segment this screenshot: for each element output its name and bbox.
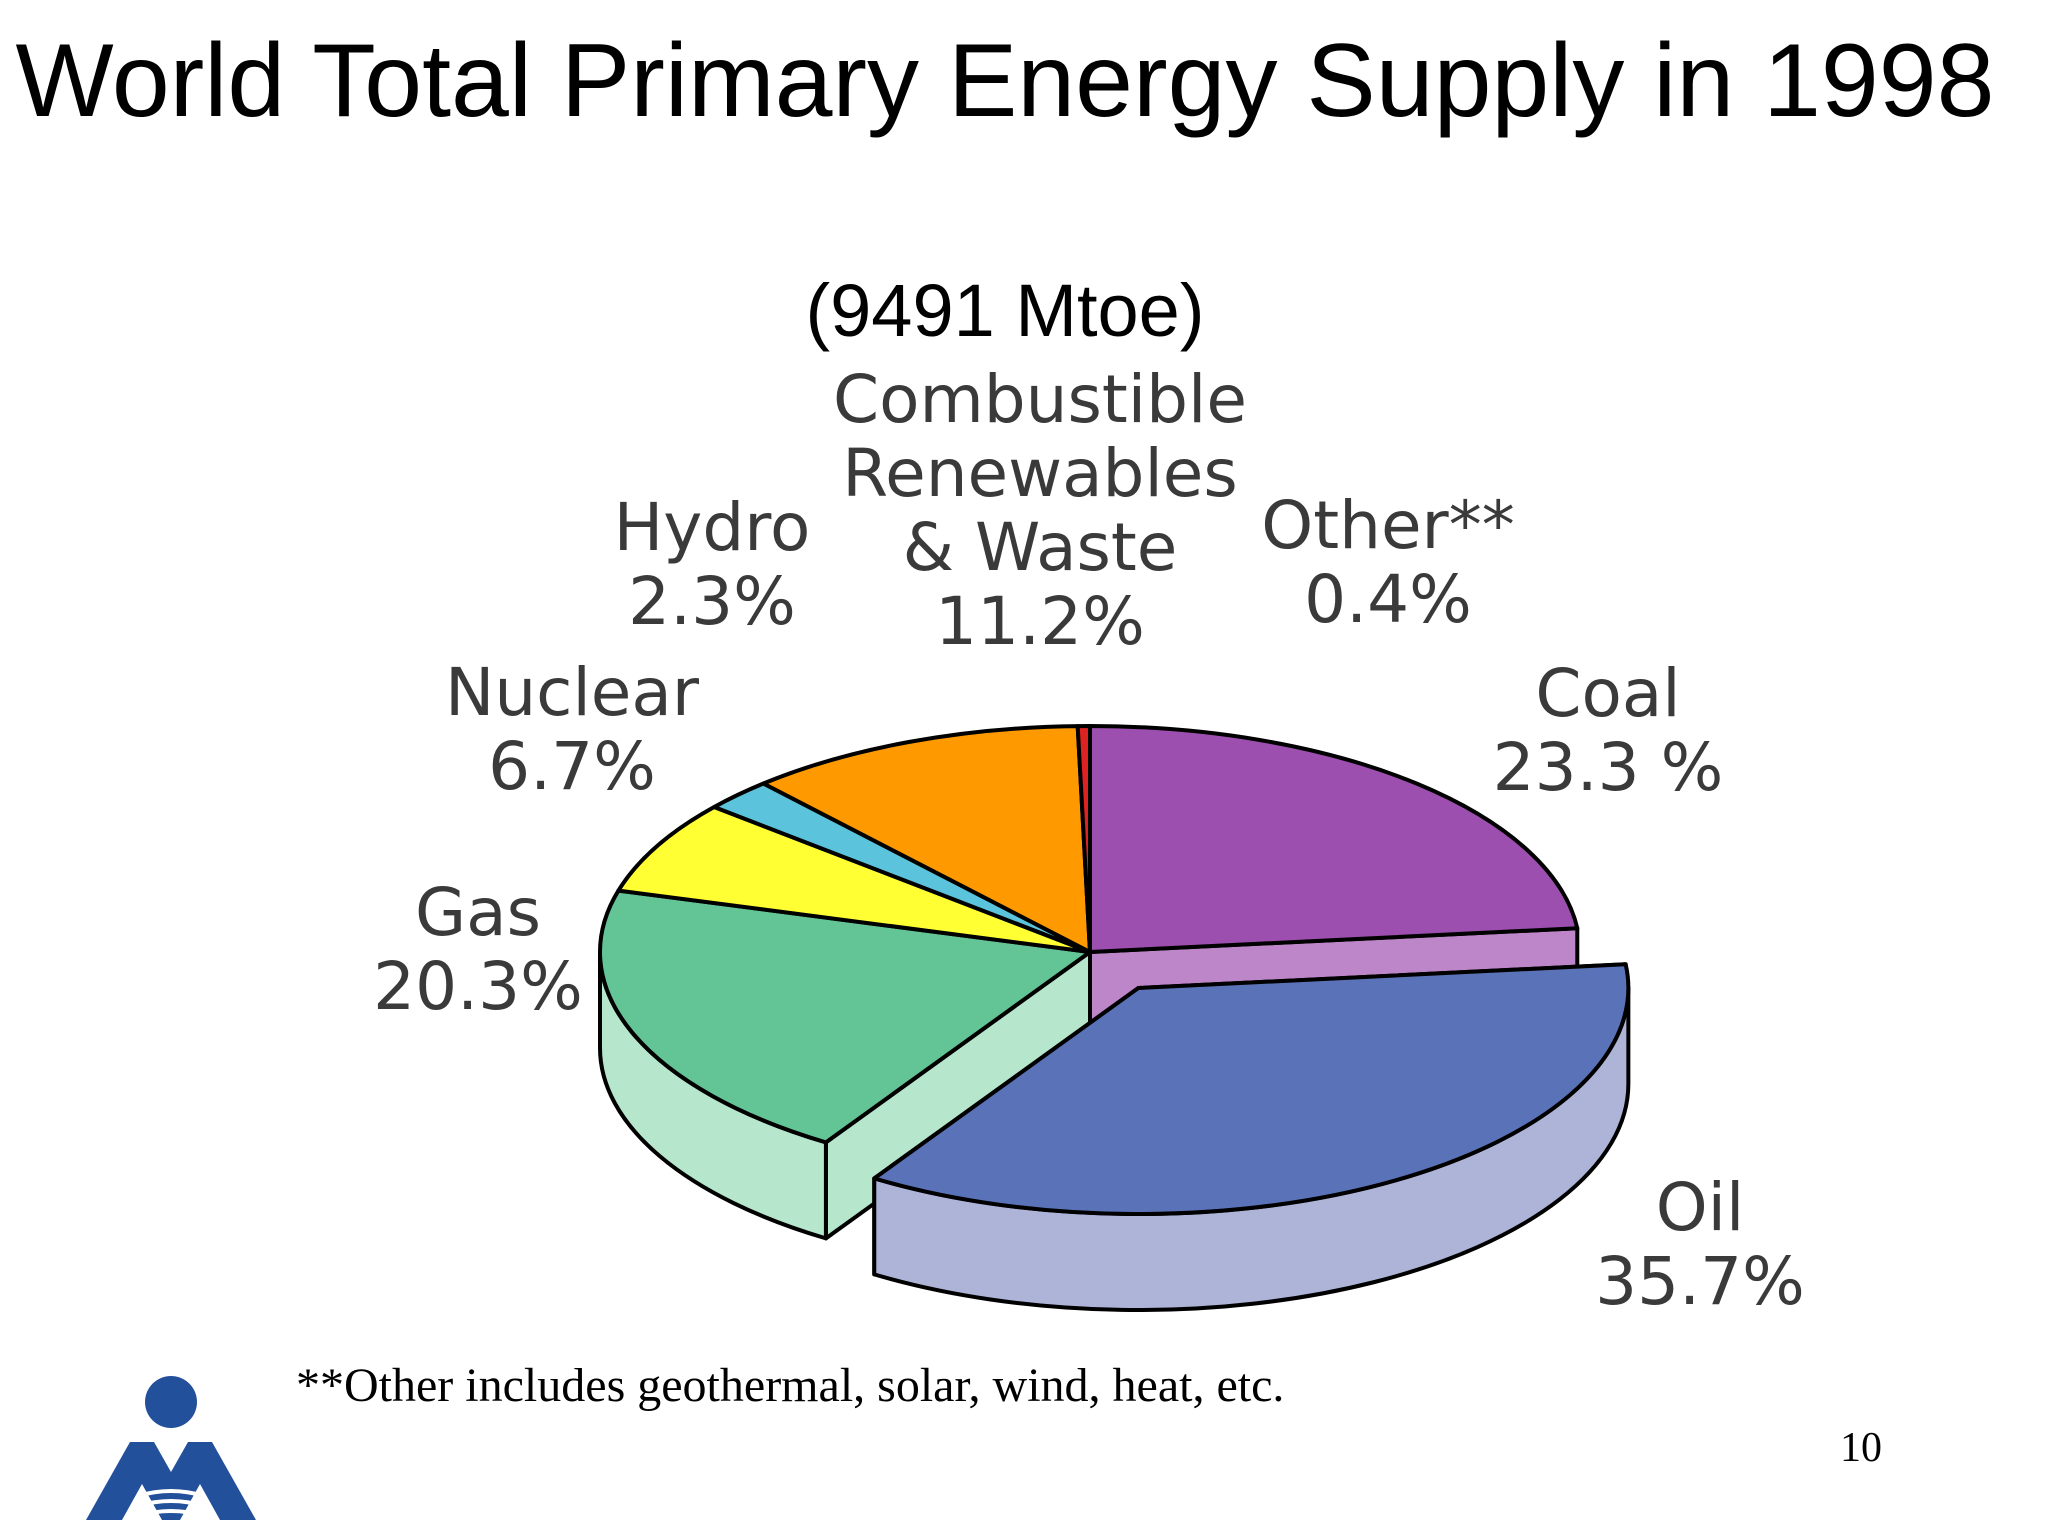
slide-title: World Total Primary Energy Supply in 199… (15, 23, 1995, 139)
pie-label-line-hydro-1: 2.3% (628, 563, 796, 640)
pie-label-nuclear: Nuclear 6.7% (445, 654, 700, 805)
pie-slice-top-gas (598, 888, 1092, 1145)
pie-label-line-oil-1: 35.7% (1595, 1243, 1805, 1320)
pie-label-line-combustible-renewables-waste-3: 11.2% (935, 583, 1145, 660)
pie-label-other: Other** 0.4% (1261, 487, 1514, 638)
pie-label-combustible-renewables-waste: Combustible Renewables & Waste 11.2% (833, 361, 1247, 660)
pie-label-line-gas-0: Gas (415, 874, 541, 951)
organization-logo-icon (86, 1376, 256, 1520)
pie-slice-top-combustible-renewables-waste (761, 724, 1092, 954)
pie-label-oil: Oil 35.7% (1595, 1169, 1805, 1320)
pie-slice-combustible-renewables-waste (761, 724, 1092, 954)
pie-label-line-combustible-renewables-waste-2: & Waste (903, 509, 1178, 586)
pie-label-hydro: Hydro 2.3% (614, 489, 811, 640)
pie-slice-oil (872, 962, 1631, 1312)
pie-label-line-combustible-renewables-waste-0: Combustible (833, 361, 1247, 438)
pie-label-line-coal-1: 23.3 % (1493, 729, 1724, 806)
pie-slice-top-other (1075, 724, 1092, 954)
pie-label-line-nuclear-0: Nuclear (445, 654, 700, 731)
slide-subtitle: (9491 Mtoe) (805, 269, 1205, 352)
pie-slice-top-oil (872, 962, 1631, 1216)
pie-label-line-other-0: Other** (1261, 487, 1514, 564)
pie-label-line-coal-0: Coal (1535, 655, 1680, 732)
pie-label-line-other-1: 0.4% (1304, 561, 1472, 638)
pie-label-gas: Gas 20.3% (373, 874, 583, 1025)
pie-label-line-combustible-renewables-waste-1: Renewables (842, 435, 1238, 512)
pie-label-line-gas-1: 20.3% (373, 948, 583, 1025)
pie-label-coal: Coal 23.3 % (1493, 655, 1724, 806)
footnote: **Other includes geothermal, solar, wind… (296, 1359, 1285, 1412)
pie-slice-other (1075, 724, 1092, 954)
page-number: 10 (1840, 1425, 1882, 1471)
pie-label-line-nuclear-1: 6.7% (488, 728, 656, 805)
pie-label-line-oil-0: Oil (1656, 1169, 1745, 1246)
pie-slice-top-coal (1088, 724, 1580, 954)
pie-slice-top-nuclear (616, 805, 1092, 954)
pie-label-line-hydro-0: Hydro (614, 489, 811, 566)
pie-slice-nuclear (616, 805, 1092, 954)
